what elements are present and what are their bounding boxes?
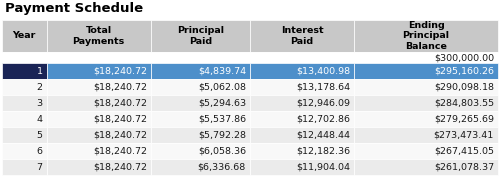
Bar: [250, 63, 354, 79]
Bar: [354, 20, 498, 52]
Bar: [46, 79, 151, 95]
Bar: [46, 159, 151, 175]
Bar: [151, 63, 250, 79]
Bar: [2, 95, 46, 111]
Bar: [2, 79, 46, 95]
Text: Payment Schedule: Payment Schedule: [5, 2, 143, 15]
Text: $290,098.18: $290,098.18: [434, 83, 494, 92]
Text: $261,078.37: $261,078.37: [434, 163, 494, 172]
Text: $18,240.72: $18,240.72: [93, 83, 147, 92]
Text: $12,702.86: $12,702.86: [296, 115, 350, 123]
Bar: [354, 143, 498, 159]
Text: Year: Year: [12, 31, 36, 41]
Bar: [151, 95, 250, 111]
Bar: [250, 159, 354, 175]
Bar: [46, 63, 151, 79]
Text: $273,473.41: $273,473.41: [434, 131, 494, 140]
Bar: [250, 52, 354, 63]
Bar: [354, 79, 498, 95]
Bar: [2, 127, 46, 143]
Bar: [46, 95, 151, 111]
Text: $267,415.05: $267,415.05: [434, 146, 494, 155]
Text: Principal
Paid: Principal Paid: [177, 26, 224, 46]
Bar: [2, 159, 46, 175]
Text: 7: 7: [36, 163, 43, 172]
Text: $5,294.63: $5,294.63: [198, 98, 246, 108]
Bar: [2, 143, 46, 159]
Bar: [354, 63, 498, 79]
Bar: [2, 52, 46, 63]
Bar: [354, 159, 498, 175]
Text: $18,240.72: $18,240.72: [93, 131, 147, 140]
Text: $18,240.72: $18,240.72: [93, 146, 147, 155]
Text: Ending
Principal
Balance: Ending Principal Balance: [402, 21, 450, 51]
Text: 2: 2: [36, 83, 43, 92]
Text: $18,240.72: $18,240.72: [93, 66, 147, 75]
Text: $11,904.04: $11,904.04: [296, 163, 350, 172]
Bar: [2, 20, 46, 52]
Text: $279,265.69: $279,265.69: [434, 115, 494, 123]
Text: $13,400.98: $13,400.98: [296, 66, 350, 75]
Text: $4,839.74: $4,839.74: [198, 66, 246, 75]
Text: $300,000.00: $300,000.00: [434, 53, 494, 62]
Bar: [151, 127, 250, 143]
Bar: [46, 52, 151, 63]
Text: $18,240.72: $18,240.72: [93, 115, 147, 123]
Bar: [151, 79, 250, 95]
Text: $6,336.68: $6,336.68: [198, 163, 246, 172]
Text: 3: 3: [36, 98, 43, 108]
Bar: [354, 52, 498, 63]
Text: $6,058.36: $6,058.36: [198, 146, 246, 155]
Text: $295,160.26: $295,160.26: [434, 66, 494, 75]
Text: $12,448.44: $12,448.44: [296, 131, 350, 140]
Text: $284,803.55: $284,803.55: [434, 98, 494, 108]
Text: $18,240.72: $18,240.72: [93, 163, 147, 172]
Bar: [151, 143, 250, 159]
Bar: [250, 127, 354, 143]
Bar: [151, 111, 250, 127]
Bar: [250, 111, 354, 127]
Bar: [151, 159, 250, 175]
Bar: [354, 127, 498, 143]
Text: $12,946.09: $12,946.09: [296, 98, 350, 108]
Bar: [250, 20, 354, 52]
Bar: [151, 52, 250, 63]
Text: $12,182.36: $12,182.36: [296, 146, 350, 155]
Bar: [46, 20, 151, 52]
Bar: [46, 111, 151, 127]
Bar: [354, 95, 498, 111]
Text: $5,537.86: $5,537.86: [198, 115, 246, 123]
Text: $13,178.64: $13,178.64: [296, 83, 350, 92]
Bar: [250, 95, 354, 111]
Bar: [2, 111, 46, 127]
Text: $5,062.08: $5,062.08: [198, 83, 246, 92]
Bar: [2, 63, 46, 79]
Text: 1: 1: [36, 66, 43, 75]
Text: Interest
Paid: Interest Paid: [281, 26, 324, 46]
Bar: [46, 127, 151, 143]
Bar: [46, 143, 151, 159]
Bar: [354, 111, 498, 127]
Text: 5: 5: [36, 131, 43, 140]
Bar: [250, 79, 354, 95]
Text: $18,240.72: $18,240.72: [93, 98, 147, 108]
Bar: [250, 143, 354, 159]
Text: 4: 4: [36, 115, 43, 123]
Text: $5,792.28: $5,792.28: [198, 131, 246, 140]
Text: Total
Payments: Total Payments: [72, 26, 125, 46]
Bar: [151, 20, 250, 52]
Text: 6: 6: [36, 146, 43, 155]
